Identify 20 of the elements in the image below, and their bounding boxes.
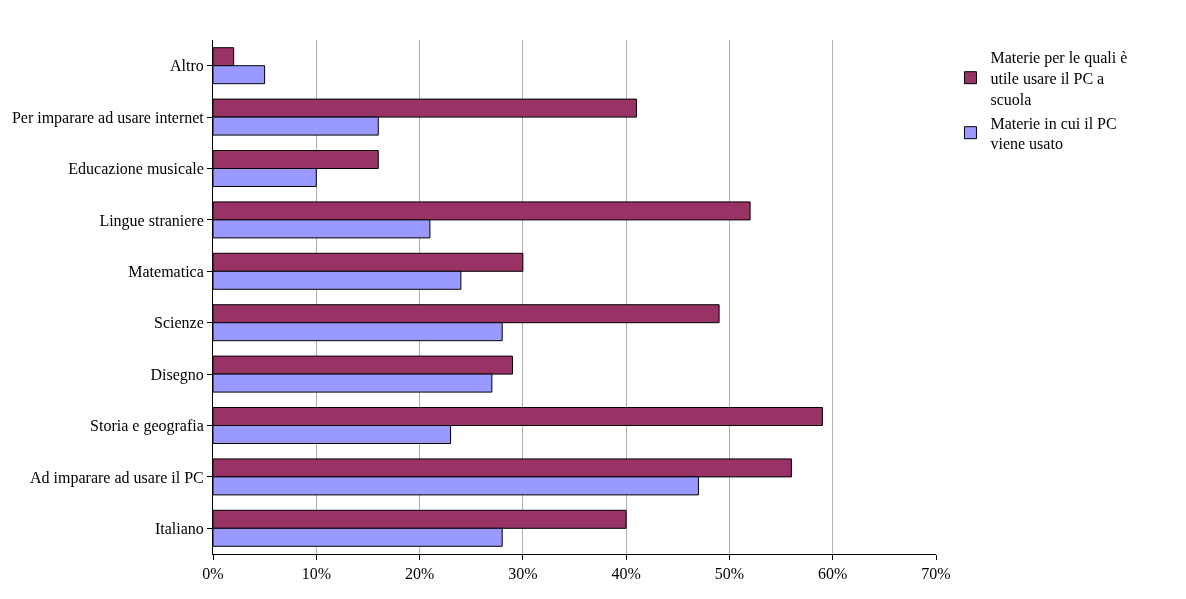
y-tick-label: Disegno	[150, 365, 204, 384]
y-tick-label: Lingue straniere	[99, 211, 204, 230]
y-tick-label: Altro	[170, 57, 204, 75]
x-tick-label: 60%	[818, 565, 848, 583]
x-tick-label: 20%	[404, 565, 435, 583]
x-tick-label: 50%	[714, 565, 745, 583]
y-tick-label: Storia e geografia	[90, 417, 204, 436]
y-tick-label: Educazione musicale	[68, 160, 204, 178]
y-tick-label: Matematica	[128, 262, 204, 280]
x-tick-label: 10%	[301, 565, 331, 583]
x-tick-label: 0%	[202, 565, 224, 583]
y-tick-label: Per imparare ad usare internet	[11, 108, 205, 127]
x-tick-label: 70%	[921, 565, 951, 583]
y-tick-label: Ad imparare ad usare il PC	[30, 468, 204, 487]
legend-label: Materie in cui il PC viene usato	[990, 114, 1117, 153]
y-tick-label: Scienze	[154, 314, 204, 332]
x-tick-label: 30%	[508, 565, 538, 583]
y-tick-label: Italiano	[154, 519, 204, 537]
x-tick-label: 40%	[611, 565, 641, 583]
legend-label: Materie per le quali è utile usare il PC a scuola	[990, 49, 1128, 108]
